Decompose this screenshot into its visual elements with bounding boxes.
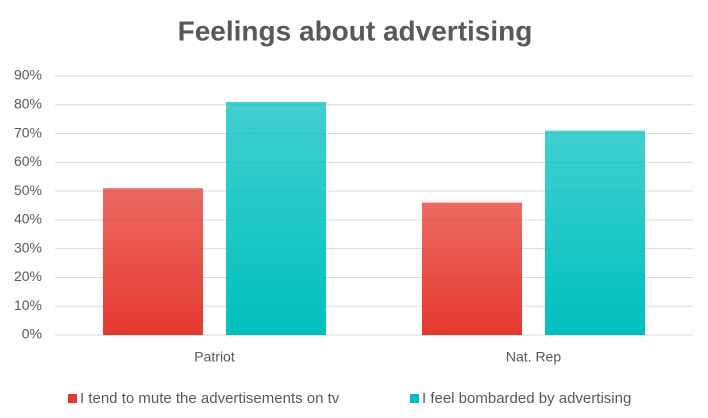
bar: [422, 202, 522, 335]
y-tick-label: 50%: [14, 182, 42, 198]
y-tick-label: 20%: [14, 268, 42, 284]
bar: [545, 130, 645, 335]
y-tick-label: 40%: [14, 211, 42, 227]
y-tick-label: 60%: [14, 153, 42, 169]
legend-swatch: [410, 394, 419, 403]
x-tick-label: Patriot: [194, 349, 235, 365]
y-tick-label: 90%: [14, 67, 42, 83]
legend-label: I feel bombarded by advertising: [422, 390, 631, 407]
y-tick-label: 80%: [14, 95, 42, 111]
bar: [226, 101, 326, 336]
x-tick-label: Nat. Rep: [506, 349, 561, 365]
y-tick-label: 30%: [14, 239, 42, 255]
chart-title: Feelings about advertising: [178, 15, 533, 46]
legend-swatch: [68, 394, 77, 403]
y-tick-label: 0%: [22, 326, 42, 342]
bar: [103, 188, 203, 335]
legend-label: I tend to mute the advertisements on tv: [80, 390, 340, 407]
y-tick-label: 70%: [14, 124, 42, 140]
y-tick-label: 10%: [14, 297, 42, 313]
